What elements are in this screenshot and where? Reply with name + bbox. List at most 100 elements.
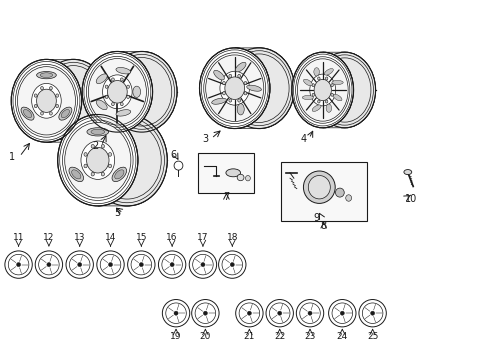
Ellipse shape xyxy=(244,92,246,95)
Ellipse shape xyxy=(307,175,330,199)
Ellipse shape xyxy=(37,72,56,79)
Ellipse shape xyxy=(126,95,129,99)
Ellipse shape xyxy=(91,129,104,135)
Ellipse shape xyxy=(225,169,240,177)
Text: 19: 19 xyxy=(170,332,182,341)
Ellipse shape xyxy=(37,89,56,112)
Ellipse shape xyxy=(205,55,263,121)
Ellipse shape xyxy=(47,262,51,267)
Text: 8: 8 xyxy=(320,221,326,231)
Ellipse shape xyxy=(331,80,343,85)
Ellipse shape xyxy=(358,300,386,327)
Ellipse shape xyxy=(56,94,59,97)
Ellipse shape xyxy=(213,70,224,80)
Ellipse shape xyxy=(330,84,333,87)
Text: 1: 1 xyxy=(9,152,15,162)
Ellipse shape xyxy=(317,77,320,80)
Text: 18: 18 xyxy=(226,233,238,242)
Ellipse shape xyxy=(201,262,204,267)
Ellipse shape xyxy=(313,52,375,128)
Ellipse shape xyxy=(58,114,138,206)
Ellipse shape xyxy=(162,300,189,327)
Ellipse shape xyxy=(296,300,323,327)
Text: 2: 2 xyxy=(92,141,98,151)
Ellipse shape xyxy=(127,251,155,278)
Ellipse shape xyxy=(224,48,294,129)
Ellipse shape xyxy=(244,81,246,85)
Ellipse shape xyxy=(97,251,124,278)
Ellipse shape xyxy=(87,114,167,206)
Ellipse shape xyxy=(61,109,69,118)
Ellipse shape xyxy=(32,84,61,118)
Ellipse shape xyxy=(199,48,269,129)
Ellipse shape xyxy=(237,74,240,77)
Ellipse shape xyxy=(23,109,32,118)
Text: 13: 13 xyxy=(74,233,85,242)
Text: 21: 21 xyxy=(243,332,255,341)
Ellipse shape xyxy=(265,300,293,327)
Ellipse shape xyxy=(108,262,112,267)
Text: 3: 3 xyxy=(202,134,208,144)
Ellipse shape xyxy=(111,78,114,81)
Ellipse shape xyxy=(5,251,32,278)
Polygon shape xyxy=(46,59,108,142)
Ellipse shape xyxy=(237,104,244,115)
Ellipse shape xyxy=(105,95,108,99)
Ellipse shape xyxy=(325,104,331,112)
Ellipse shape xyxy=(82,51,152,132)
Ellipse shape xyxy=(211,98,226,104)
Ellipse shape xyxy=(49,86,52,90)
Ellipse shape xyxy=(222,92,225,95)
Ellipse shape xyxy=(237,174,244,181)
Ellipse shape xyxy=(84,164,87,168)
Ellipse shape xyxy=(191,300,219,327)
Ellipse shape xyxy=(325,77,327,80)
Ellipse shape xyxy=(101,144,104,148)
Text: 25: 25 xyxy=(366,332,378,341)
Ellipse shape xyxy=(107,81,127,103)
Text: 17: 17 xyxy=(197,233,208,242)
Ellipse shape xyxy=(311,93,314,96)
Ellipse shape xyxy=(307,311,311,315)
Ellipse shape xyxy=(189,251,216,278)
Ellipse shape xyxy=(112,167,126,181)
Ellipse shape xyxy=(78,262,81,267)
Ellipse shape xyxy=(34,94,37,97)
Ellipse shape xyxy=(313,68,319,76)
Text: 7: 7 xyxy=(223,192,229,202)
Text: 23: 23 xyxy=(304,332,315,341)
Ellipse shape xyxy=(237,99,240,102)
Ellipse shape xyxy=(174,311,178,315)
Ellipse shape xyxy=(297,59,347,121)
Ellipse shape xyxy=(11,59,81,142)
Ellipse shape xyxy=(86,147,109,173)
Ellipse shape xyxy=(230,262,234,267)
Text: 4: 4 xyxy=(300,134,305,144)
Text: 10: 10 xyxy=(404,194,416,204)
Ellipse shape xyxy=(224,77,244,99)
Ellipse shape xyxy=(328,300,355,327)
Polygon shape xyxy=(117,51,177,132)
Ellipse shape xyxy=(120,103,123,106)
Ellipse shape xyxy=(41,86,43,90)
Ellipse shape xyxy=(325,100,327,103)
Ellipse shape xyxy=(66,251,93,278)
Polygon shape xyxy=(234,48,294,129)
Ellipse shape xyxy=(116,67,130,74)
Polygon shape xyxy=(98,114,167,206)
Ellipse shape xyxy=(108,153,111,156)
Text: 20: 20 xyxy=(199,332,211,341)
Ellipse shape xyxy=(18,67,75,135)
Ellipse shape xyxy=(40,73,53,77)
Ellipse shape xyxy=(313,80,331,100)
Ellipse shape xyxy=(115,170,123,179)
Ellipse shape xyxy=(34,104,37,108)
Ellipse shape xyxy=(126,85,129,88)
Ellipse shape xyxy=(317,100,320,103)
Text: 22: 22 xyxy=(273,332,285,341)
Text: 16: 16 xyxy=(166,233,178,242)
Ellipse shape xyxy=(340,311,344,315)
Ellipse shape xyxy=(116,110,130,116)
Ellipse shape xyxy=(81,141,114,179)
Ellipse shape xyxy=(302,95,313,100)
